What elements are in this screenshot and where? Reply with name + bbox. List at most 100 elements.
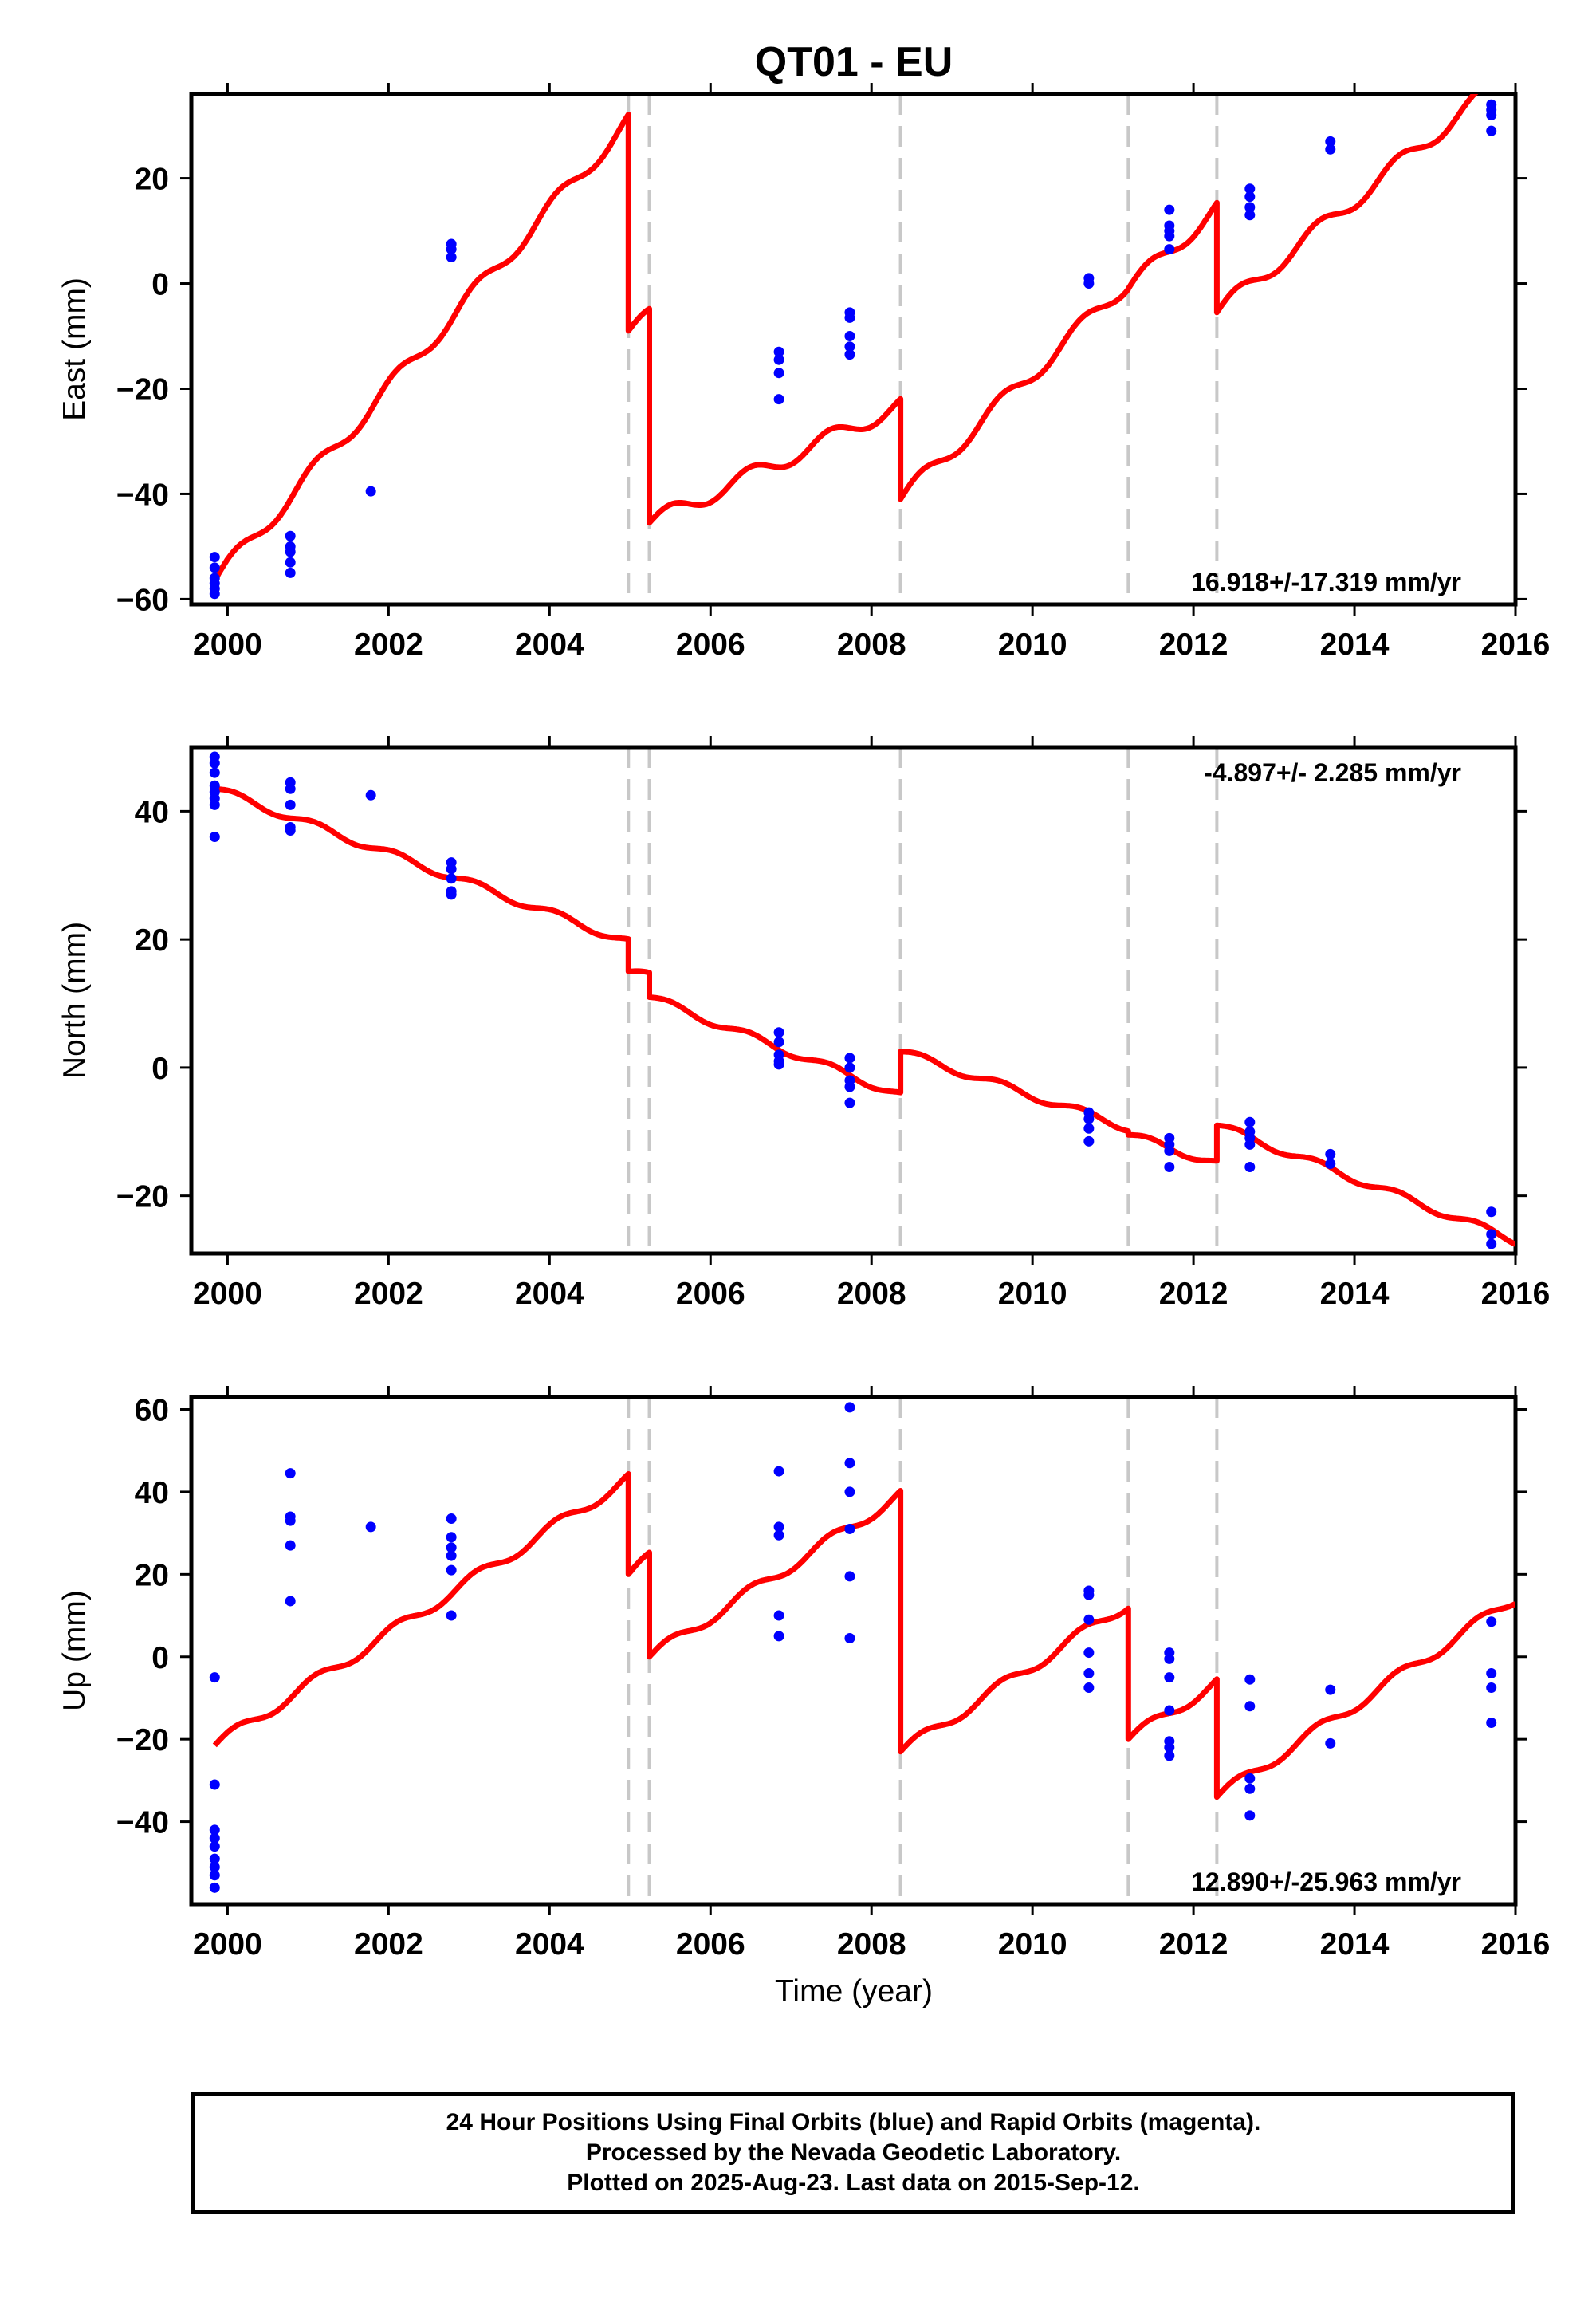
up-data-point <box>209 1824 220 1836</box>
north-data-point <box>446 864 457 875</box>
up-data-point <box>209 1832 220 1844</box>
up-data-point <box>209 1779 220 1790</box>
east-data-point <box>285 557 296 568</box>
north-data-point <box>1244 1161 1256 1172</box>
north-data-point <box>285 824 296 836</box>
north-data-point <box>446 889 457 900</box>
north-data-point <box>773 1027 784 1038</box>
east-rate-label: 16.918+/-17.319 mm/yr <box>1191 568 1461 596</box>
x-tick-label: 2014 <box>1320 628 1390 662</box>
x-tick-label: 2000 <box>193 1277 262 1311</box>
up-data-point <box>1486 1616 1497 1627</box>
up-data-point <box>365 1521 376 1533</box>
x-tick-label: 2008 <box>837 1277 906 1311</box>
east-data-point <box>209 562 220 573</box>
north-data-point <box>1325 1158 1336 1169</box>
up-data-point <box>1244 1701 1256 1712</box>
east-y-axis-title: East (mm) <box>57 277 92 421</box>
east-data-point <box>1486 125 1497 136</box>
east-data-point <box>773 354 784 365</box>
x-tick-label: 2016 <box>1481 1927 1551 1962</box>
north-rate-label: -4.897+/- 2.285 mm/yr <box>1204 758 1461 787</box>
x-tick-label: 2016 <box>1481 628 1551 662</box>
up-data-point <box>773 1529 784 1541</box>
x-tick-label: 2010 <box>998 1277 1067 1311</box>
east-data-point <box>1164 230 1175 242</box>
east-data-point <box>1325 144 1336 155</box>
x-tick-label: 2016 <box>1481 1277 1551 1311</box>
east-data-point <box>446 252 457 263</box>
y-tick-label: −40 <box>116 1806 169 1840</box>
north-data-point <box>1244 1116 1256 1127</box>
north-data-point <box>1486 1229 1497 1240</box>
up-data-point <box>209 1672 220 1683</box>
north-data-point <box>209 799 220 810</box>
north-data-point <box>844 1081 855 1092</box>
up-data-point <box>1083 1682 1095 1694</box>
north-data-point <box>285 783 296 794</box>
panels-group: 2000 2002 2004 2006 2008 2010 2012 2014 2016−60−… <box>57 83 1551 1962</box>
north-data-point <box>1083 1123 1095 1134</box>
north-data-point <box>1486 1238 1497 1249</box>
east-data-point <box>844 312 855 323</box>
up-data-point <box>285 1596 296 1607</box>
x-tick-label: 2006 <box>676 1277 745 1311</box>
y-tick-label: 0 <box>151 1641 169 1675</box>
x-tick-label: 2012 <box>1159 1927 1228 1962</box>
x-tick-label: 2002 <box>354 628 423 662</box>
north-data-point <box>209 758 220 769</box>
east-data-point <box>285 567 296 578</box>
east-data-point <box>1164 204 1175 215</box>
east-data-point <box>844 331 855 342</box>
up-data-point <box>446 1550 457 1561</box>
north-data-point <box>1244 1139 1256 1150</box>
footer-line-1: 24 Hour Positions Using Final Orbits (bl… <box>446 2109 1261 2135</box>
up-data-point <box>446 1542 457 1553</box>
y-tick-label: −20 <box>116 1723 169 1757</box>
x-tick-label: 2002 <box>354 1927 423 1962</box>
north-data-point <box>209 767 220 778</box>
y-tick-label: 20 <box>135 1558 169 1592</box>
up-data-point <box>844 1402 855 1413</box>
up-data-point <box>1083 1647 1095 1659</box>
east-data-point <box>1244 183 1256 195</box>
up-data-point <box>1486 1682 1497 1694</box>
north-data-point <box>844 1097 855 1108</box>
up-model-line <box>212 1471 1515 1800</box>
up-data-point <box>1244 1773 1256 1784</box>
up-data-point <box>209 1870 220 1881</box>
up-data-point <box>844 1486 855 1497</box>
north-data-point <box>1083 1135 1095 1147</box>
up-data-point <box>209 1882 220 1893</box>
up-data-point <box>446 1513 457 1525</box>
up-data-point <box>844 1571 855 1582</box>
up-data-point <box>285 1515 296 1526</box>
north-model-line <box>213 785 1515 1247</box>
east-data-point <box>1244 191 1256 203</box>
north-data-point <box>365 789 376 801</box>
y-tick-label: 20 <box>135 923 169 958</box>
footer-line-3: Plotted on 2025-Aug-23. Last data on 201… <box>567 2170 1140 2196</box>
x-tick-label: 2012 <box>1159 628 1228 662</box>
x-tick-label: 2002 <box>354 1277 423 1311</box>
up-data-point <box>285 1540 296 1551</box>
up-data-point <box>1244 1810 1256 1821</box>
up-data-point <box>1164 1705 1175 1716</box>
y-tick-label: −20 <box>116 1180 169 1214</box>
east-data-point <box>209 588 220 600</box>
north-y-axis-title: North (mm) <box>57 922 92 1079</box>
up-frame <box>189 1395 1518 1907</box>
north-data-point <box>1164 1161 1175 1172</box>
east-data-point <box>285 530 296 541</box>
up-data-point <box>1164 1672 1175 1683</box>
up-data-point <box>209 1853 220 1864</box>
up-data-point <box>1486 1667 1497 1678</box>
y-tick-label: −40 <box>116 478 169 512</box>
footer-line-2: Processed by the Nevada Geodetic Laborat… <box>585 2139 1122 2166</box>
east-panel: 2000 2002 2004 2006 2008 2010 2012 2014 2016 −60 −… <box>57 83 1551 662</box>
y-tick-label: 0 <box>151 268 169 302</box>
east-data-point <box>844 341 855 352</box>
y-tick-label: 20 <box>135 163 169 197</box>
up-data-point <box>844 1632 855 1643</box>
east-data-point <box>1325 136 1336 147</box>
